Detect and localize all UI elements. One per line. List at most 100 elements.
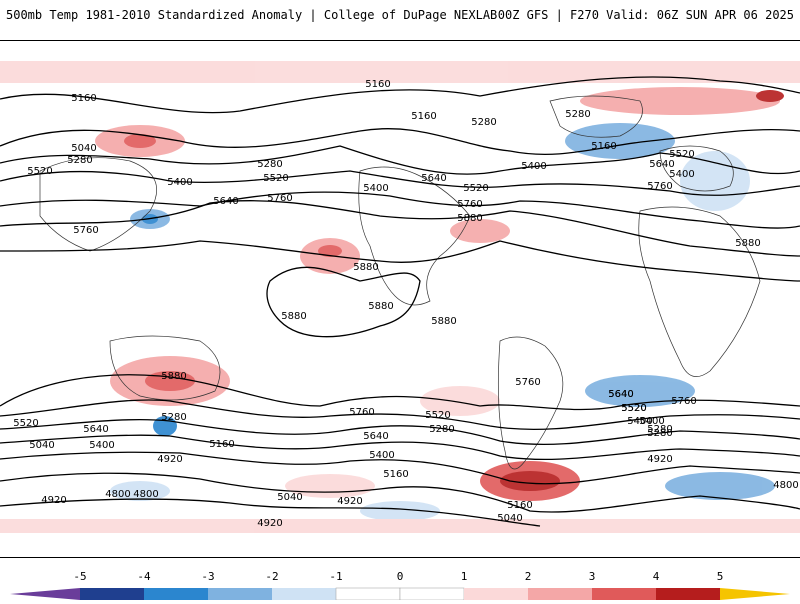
- contour-label: 5400: [627, 416, 652, 427]
- contour-label: 5520: [13, 418, 38, 429]
- asia-outline: [39, 157, 158, 252]
- contour-label: 5160: [591, 141, 616, 152]
- contour-label: 5280: [647, 428, 672, 439]
- colorbar-tick-label: 3: [588, 570, 596, 583]
- contour-label: 5760: [457, 199, 482, 210]
- contour-label: 5280: [647, 424, 672, 435]
- anomaly-cold-south-pacific: [360, 501, 440, 521]
- contour-label: 5160: [507, 500, 532, 511]
- anomaly-band-north: [0, 61, 800, 83]
- contour-label: 5760: [671, 396, 696, 407]
- contour-label: 5520: [621, 403, 646, 414]
- colorbar-arrow-max: [720, 588, 790, 600]
- contour-label: 5640: [421, 173, 446, 184]
- height-contours: [0, 76, 800, 527]
- contour-label: 5400: [89, 440, 114, 451]
- contour-label: 4800: [773, 480, 798, 491]
- map-canvas: 5160 5160 5040 5280 5520 5400 5640 5760 …: [0, 61, 800, 533]
- contour-label: 4800: [105, 489, 130, 500]
- colorbar-tick-label: 5: [716, 570, 724, 583]
- colorbar-tick-label: 2: [524, 570, 532, 583]
- contour-label: 5160: [411, 111, 436, 122]
- anomaly-colorbar: -5 -4 -3 -2 -1 0 1 2 3 4 5: [0, 570, 800, 601]
- contour-label: 5280: [471, 117, 496, 128]
- africa-outline: [638, 206, 761, 377]
- colorbar-arrow-min: [10, 588, 80, 600]
- contour-label: 5760: [647, 181, 672, 192]
- australia-outline: [109, 335, 221, 401]
- anomaly-warm-se-pacific: [420, 386, 500, 416]
- colorbar-graphic: [10, 587, 790, 601]
- contour-label: 5520: [425, 410, 450, 421]
- contour-label: 5160: [365, 79, 390, 90]
- contour-label: 5520: [263, 173, 288, 184]
- model-valid-time: 00Z GFS | F270 Valid: 06Z SUN APR 06 202…: [497, 8, 794, 22]
- anomaly-cold-indian-south: [110, 481, 170, 501]
- anomaly-cold-europe: [680, 151, 750, 211]
- contour-label: 5400: [369, 450, 394, 461]
- anomaly-cold-south-atlantic: [585, 375, 695, 407]
- contour-label: 5280: [565, 109, 590, 120]
- coastlines: [39, 95, 761, 470]
- contour-label: 4920: [647, 454, 672, 465]
- colorbar-tick-label: 4: [652, 570, 660, 583]
- anomaly-band-south: [0, 519, 800, 533]
- contour-label-layer: 5160 5160 5040 5280 5520 5400 5640 5760 …: [13, 79, 798, 529]
- contour-label: 5640: [83, 424, 108, 435]
- product-title: 500mb Temp 1981-2010 Standardized Anomal…: [6, 8, 498, 22]
- colorbar-tick-label: -2: [265, 570, 279, 583]
- contour-label: 5520: [27, 166, 52, 177]
- contour-label: 4920: [337, 496, 362, 507]
- contour-label: 5880: [457, 213, 482, 224]
- contour-label: 5640: [608, 389, 633, 400]
- contour-label: 5760: [73, 225, 98, 236]
- contour-label: 5880: [368, 301, 393, 312]
- contour-label: 5400: [167, 177, 192, 188]
- contour-label: 5760: [515, 377, 540, 388]
- anomaly-cold-southern-ocean: [665, 472, 775, 500]
- colorbar-bin: [399, 587, 465, 601]
- contour-label: 5040: [71, 143, 96, 154]
- anomaly-warm-core: [124, 134, 156, 148]
- anomaly-map: 5160 5160 5040 5280 5520 5400 5640 5760 …: [0, 40, 800, 558]
- contour-label: 5880: [281, 311, 306, 322]
- colorbar-tick-label: -1: [329, 570, 343, 583]
- colorbar-tick-label: -3: [201, 570, 215, 583]
- contour-label: 5760: [349, 407, 374, 418]
- contour-label: 5280: [67, 155, 92, 166]
- greenland-outline: [549, 95, 643, 138]
- contour-label: 5280: [429, 424, 454, 435]
- north-america-outline: [358, 166, 471, 306]
- contour-label: 5400: [363, 183, 388, 194]
- anomaly-warm-gulf: [450, 219, 510, 243]
- contour-label: 5160: [209, 439, 234, 450]
- colorbar-tick-label: 0: [396, 570, 404, 583]
- colorbar-bin: [208, 588, 272, 600]
- contour-label: 5280: [161, 412, 186, 423]
- contour-label: 5640: [213, 196, 238, 207]
- colorbar-bin: [656, 588, 720, 600]
- contour-label: 5400: [521, 161, 546, 172]
- contour-label: 4920: [157, 454, 182, 465]
- anomaly-warm-arctic: [580, 87, 780, 115]
- colorbar-bin: [80, 588, 144, 600]
- colorbar-bin: [528, 588, 592, 600]
- header: 500mb Temp 1981-2010 Standardized Anomal…: [0, 0, 800, 34]
- anomaly-warm-arctic-core: [756, 90, 784, 102]
- contour-label: 5640: [363, 431, 388, 442]
- contour-label: 5040: [29, 440, 54, 451]
- contour-label: 5160: [383, 469, 408, 480]
- contour-label: 4920: [257, 518, 282, 529]
- colorbar-tick-label: -4: [137, 570, 151, 583]
- colorbar-bin: [464, 588, 528, 600]
- contour-label: 5040: [277, 492, 302, 503]
- contour-label: 5880: [161, 371, 186, 382]
- contour-label: 5640: [608, 389, 633, 400]
- south-america-outline: [497, 336, 564, 470]
- contour-label: 5760: [267, 193, 292, 204]
- contour-label: 5400: [669, 169, 694, 180]
- anomaly-warm-drake-core: [500, 471, 560, 491]
- colorbar-bin: [144, 588, 208, 600]
- anomaly-shading: [0, 61, 800, 533]
- contour-label: 5160: [71, 93, 96, 104]
